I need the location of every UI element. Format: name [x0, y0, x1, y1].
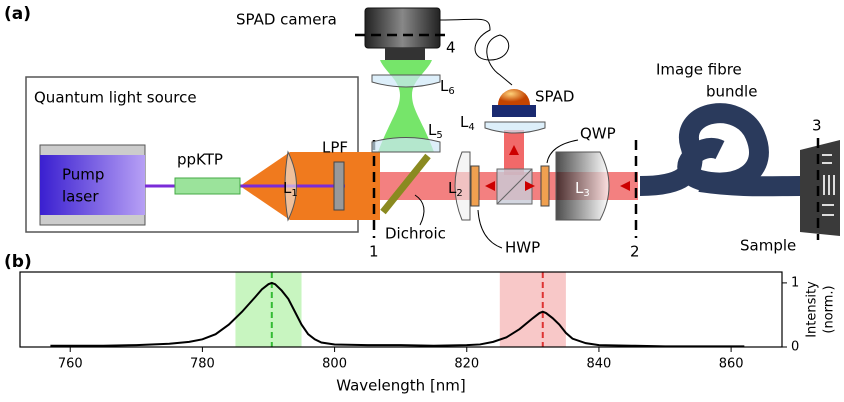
lens-label: L3	[575, 179, 590, 200]
camera-label: SPAD camera	[236, 11, 337, 29]
pump-label: Pump	[62, 166, 104, 184]
source-label: Quantum light source	[34, 89, 197, 107]
x-tick-label: 860	[719, 357, 744, 372]
spectrum-line	[50, 281, 745, 348]
hwp	[470, 165, 480, 207]
y-tick-label: 0	[791, 340, 799, 355]
lens-label: L4	[460, 113, 475, 134]
x-axis-label: Wavelength [nm]	[336, 377, 466, 395]
crystal-label: ppKTP	[177, 151, 223, 169]
plane-label: 1	[369, 243, 379, 261]
fibre-label: bundle	[706, 83, 757, 101]
qwp-label: QWP	[580, 125, 616, 143]
lens-label: L5	[428, 121, 443, 142]
y-axis-label: (norm.)	[822, 285, 837, 333]
lens	[454, 151, 471, 221]
camera-lens	[385, 48, 425, 60]
plane-label: 4	[446, 39, 456, 57]
hwp-label: HWP	[505, 239, 540, 257]
plot: 760 780 800 820 840 860 0 1 Wavelength [nm] Inten…	[19, 271, 837, 395]
dichroic	[380, 153, 431, 215]
arrow	[620, 181, 630, 191]
sample-label: Sample	[740, 237, 796, 255]
x-tick-label: 800	[322, 357, 347, 372]
fibre	[639, 103, 801, 197]
pointer	[477, 209, 503, 249]
lens-label: L2	[448, 179, 463, 200]
spad-label: SPAD	[535, 88, 574, 106]
lens	[371, 137, 441, 153]
lens	[371, 74, 441, 88]
panel-label: (a)	[4, 4, 31, 24]
green-beam	[378, 60, 434, 152]
x-tick-label: 820	[454, 357, 479, 372]
lens	[555, 151, 610, 221]
lens-label: L6	[440, 77, 455, 98]
dichroic-label: Dichroic	[385, 225, 446, 243]
camera	[364, 7, 441, 49]
lens	[484, 121, 546, 134]
lens-label: L1	[283, 179, 298, 200]
x-tick-label: 840	[587, 357, 612, 372]
beam-splitter-diag	[496, 168, 533, 205]
qwp	[540, 165, 550, 207]
arrow	[485, 145, 535, 191]
pump-label: laser	[62, 188, 99, 206]
panel-label: (b)	[4, 252, 32, 272]
pump-laser-core	[40, 155, 145, 215]
lpf	[333, 161, 345, 211]
plane-label: 3	[812, 117, 822, 135]
cable	[439, 18, 513, 86]
plane-label: 2	[630, 243, 640, 261]
spad-base	[492, 105, 536, 117]
y-tick-label: 1	[791, 275, 799, 290]
y-axis-label: Intensity	[805, 281, 820, 338]
x-tick-label: 760	[58, 357, 83, 372]
spad	[498, 89, 530, 105]
lpf-label: LPF	[322, 139, 348, 157]
x-tick-label: 780	[190, 357, 215, 372]
plot-frame	[19, 271, 783, 348]
fibre-label: Image fibre	[656, 61, 742, 79]
pointer	[546, 139, 579, 164]
lens	[284, 150, 297, 222]
crystal	[174, 177, 241, 195]
sample-pattern	[822, 154, 835, 216]
pointer	[414, 194, 425, 226]
